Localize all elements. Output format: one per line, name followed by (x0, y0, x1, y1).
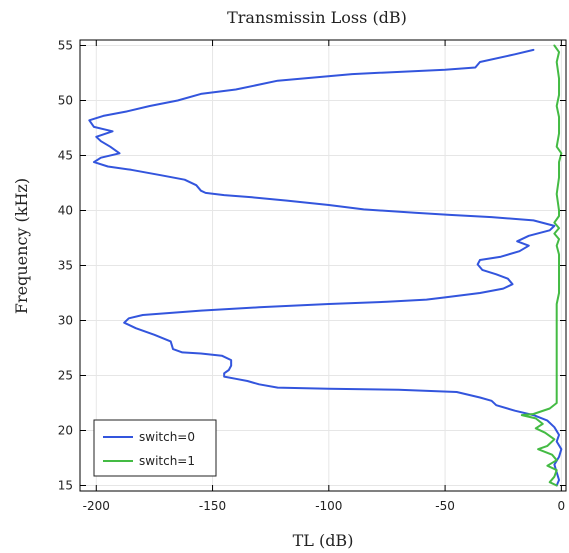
x-tick-label: -150 (199, 499, 226, 513)
chart-title: Transmissin Loss (dB) (227, 8, 407, 27)
legend-box (93, 419, 217, 477)
series-line-switch-1 (520, 44, 563, 487)
legend-label-switch-1: switch=1 (139, 454, 195, 468)
legend-label-switch-0: switch=0 (139, 430, 195, 444)
x-tick-label: -50 (435, 499, 455, 513)
y-tick-label: 20 (58, 424, 73, 438)
y-tick-label: 55 (58, 39, 73, 53)
series-lines (88, 44, 563, 487)
axis-ticks: -200 -150 -100 -50 0 15 20 25 30 35 40 45 50 55 (58, 39, 566, 513)
y-tick-label: 45 (58, 149, 73, 163)
x-tick-label: 0 (558, 499, 566, 513)
y-tick-label: 35 (58, 259, 73, 273)
y-tick-label: 15 (58, 479, 73, 493)
y-tick-label: 25 (58, 369, 73, 383)
x-axis-label: TL (dB) (293, 531, 354, 550)
x-tick-label: -100 (315, 499, 342, 513)
y-tick-label: 40 (58, 204, 73, 218)
legend: switch=0 switch=1 (93, 419, 217, 477)
x-tick-label: -200 (83, 499, 110, 513)
y-tick-label: 30 (58, 314, 73, 328)
series-line-switch-0 (88, 48, 563, 487)
y-axis-label: Frequency (kHz) (12, 178, 31, 314)
y-tick-label: 50 (58, 94, 73, 108)
